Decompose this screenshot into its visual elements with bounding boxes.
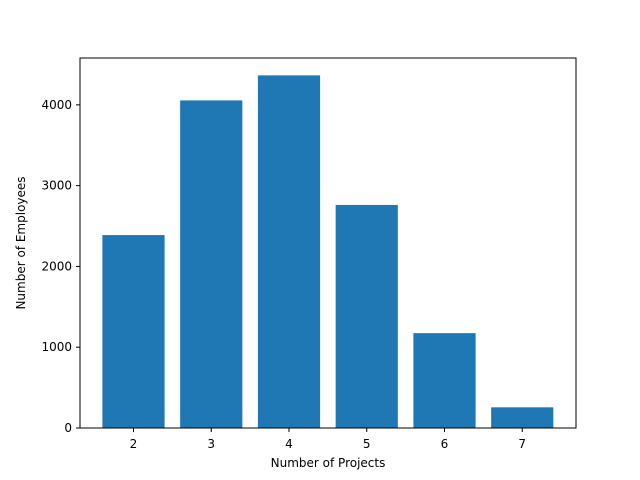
y-tick-label: 1000 <box>41 340 72 354</box>
y-axis-ticks: 0 1000 2000 3000 4000 <box>41 98 80 435</box>
y-tick-label: 4000 <box>41 98 72 112</box>
bar-5 <box>335 204 398 428</box>
bar-3 <box>180 100 243 428</box>
bar-7 <box>491 407 554 428</box>
bar-2 <box>102 235 165 428</box>
y-axis-label: Number of Employees <box>14 176 28 309</box>
y-tick-label: 3000 <box>41 179 72 193</box>
bar-6 <box>413 333 476 428</box>
plot-frame <box>79 57 577 429</box>
y-tick-label: 0 <box>64 421 72 435</box>
x-tick-label: 6 <box>441 437 449 451</box>
y-tick-label: 2000 <box>41 259 72 273</box>
x-tick-label: 3 <box>207 437 215 451</box>
x-tick-label: 5 <box>363 437 371 451</box>
bars-group <box>102 75 554 429</box>
bar-4 <box>257 75 321 429</box>
x-axis-label: Number of Projects <box>271 456 386 470</box>
x-tick-label: 7 <box>518 437 526 451</box>
x-tick-label: 2 <box>130 437 138 451</box>
x-axis-ticks: 2 3 4 5 6 7 <box>130 428 526 451</box>
x-tick-label: 4 <box>285 437 293 451</box>
